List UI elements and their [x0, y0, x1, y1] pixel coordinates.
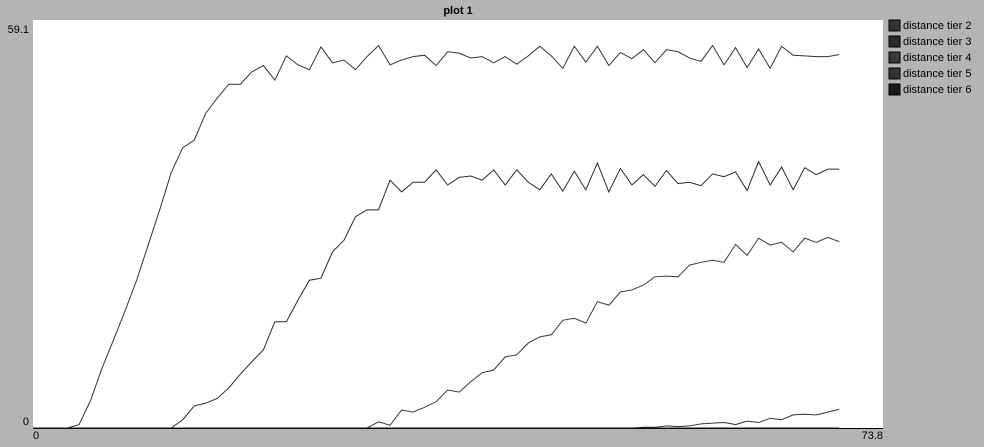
y-tick-label: 0: [23, 416, 29, 428]
legend-swatch: [888, 51, 901, 64]
x-tick-label: 73.8: [862, 430, 883, 442]
legend-label: distance tier 3: [903, 36, 971, 48]
legend-swatch: [888, 35, 901, 48]
x-tick-label: 0: [33, 430, 39, 442]
series-line: [33, 44, 840, 429]
legend-label: distance tier 6: [903, 84, 971, 96]
legend-swatch: [888, 83, 901, 96]
legend-swatch: [888, 67, 901, 80]
legend-label: distance tier 2: [903, 20, 971, 32]
legend-label: distance tier 5: [903, 68, 971, 80]
legend-swatch: [888, 19, 901, 32]
legend-label: distance tier 4: [903, 52, 971, 64]
chart-title: plot 1: [443, 5, 472, 17]
plot-area: [33, 20, 883, 428]
y-tick-label: 59.1: [8, 24, 29, 36]
